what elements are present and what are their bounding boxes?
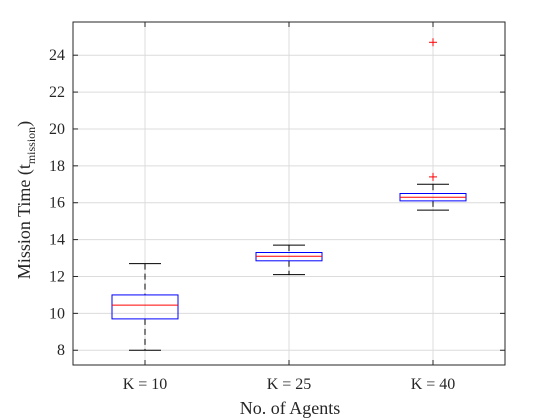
axis-ticks: 8 10 12 14 16 18 20 22 24 K = 10 K = 25 K = 40 — [49, 22, 505, 393]
y-axis-label-close: ) — [14, 121, 35, 127]
box-group — [399, 38, 467, 211]
x-axis-label: No. of Agents — [240, 398, 341, 418]
y-axis-label-subscript: mission — [24, 127, 38, 164]
outlier-marker — [429, 172, 437, 181]
box-group — [111, 263, 179, 351]
x-tick-label: K = 10 — [123, 376, 168, 393]
outlier-marker — [429, 38, 437, 47]
box-series — [111, 38, 467, 351]
iqr-box — [111, 294, 179, 320]
y-tick-label: 8 — [57, 342, 65, 359]
y-tick-label: 24 — [49, 47, 65, 64]
x-tick-label: K = 25 — [267, 376, 312, 393]
box-group — [255, 244, 323, 276]
x-tick-label: K = 40 — [411, 376, 456, 393]
y-axis-label: Mission Time (tmission) — [14, 121, 38, 279]
y-tick-label: 18 — [49, 158, 65, 175]
y-tick-label: 22 — [49, 84, 65, 101]
y-tick-label: 20 — [49, 121, 65, 138]
y-tick-label: 14 — [49, 232, 65, 249]
y-axis-label-main: Mission Time (t — [14, 164, 35, 279]
y-tick-label: 10 — [49, 305, 65, 322]
y-tick-label: 12 — [49, 268, 65, 285]
y-tick-label: 16 — [49, 195, 65, 212]
